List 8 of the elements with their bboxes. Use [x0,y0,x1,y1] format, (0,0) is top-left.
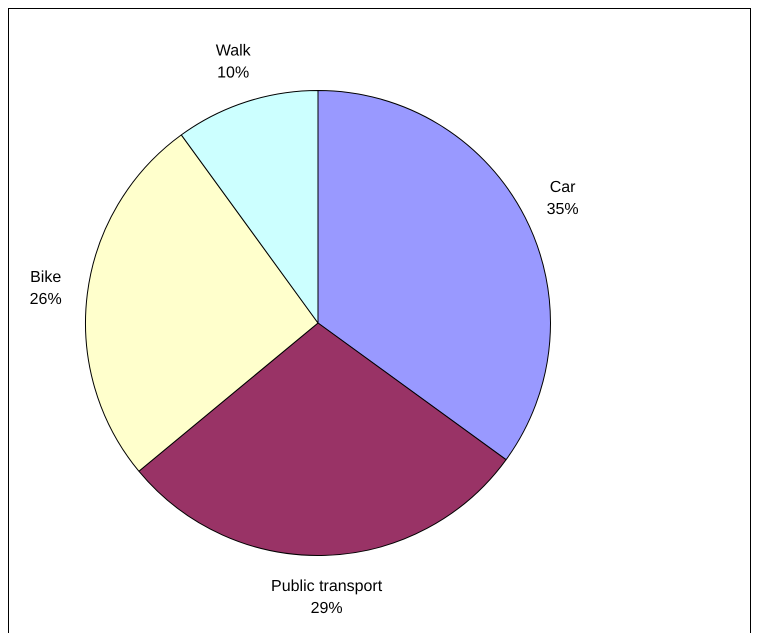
slice-label: Bike [30,269,62,286]
slice-label: Walk [216,42,252,60]
data-label: 29% [310,600,343,617]
slice-label: Public transport [271,578,383,595]
slice-label: Car [550,178,576,196]
data-label: 35% [546,200,579,218]
data-label: 26% [30,291,62,308]
data-label: 10% [217,64,250,82]
